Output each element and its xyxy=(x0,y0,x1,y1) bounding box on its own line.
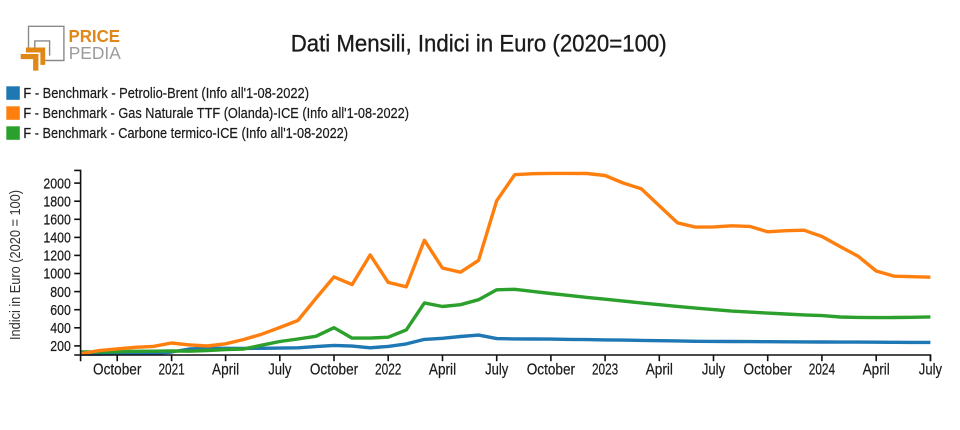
svg-text:200: 200 xyxy=(50,338,71,355)
svg-text:July: July xyxy=(268,362,291,379)
svg-text:October: October xyxy=(527,362,576,379)
svg-text:800: 800 xyxy=(50,284,71,301)
svg-text:2024: 2024 xyxy=(809,362,835,379)
svg-text:400: 400 xyxy=(50,320,71,337)
svg-text:F - Benchmark - Petrolio-Brent: F - Benchmark - Petrolio-Brent (Info all… xyxy=(23,86,309,102)
svg-text:July: July xyxy=(702,362,725,379)
svg-text:July: July xyxy=(485,362,508,379)
svg-text:PRICE: PRICE xyxy=(69,26,121,46)
svg-text:F - Benchmark - Gas Naturale T: F - Benchmark - Gas Naturale TTF (Olanda… xyxy=(23,106,409,122)
svg-text:April: April xyxy=(212,362,239,379)
svg-text:PEDIA: PEDIA xyxy=(69,43,121,63)
svg-text:July: July xyxy=(919,362,942,379)
svg-text:April: April xyxy=(646,362,673,379)
svg-text:October: October xyxy=(93,362,142,379)
svg-text:1400: 1400 xyxy=(43,230,71,247)
svg-text:1600: 1600 xyxy=(43,212,71,229)
svg-text:April: April xyxy=(429,362,456,379)
svg-text:2022: 2022 xyxy=(375,362,401,379)
svg-text:Indici in Euro (2020 = 100): Indici in Euro (2020 = 100) xyxy=(7,190,24,340)
svg-text:1000: 1000 xyxy=(43,266,71,283)
svg-text:2000: 2000 xyxy=(43,175,71,192)
svg-text:2023: 2023 xyxy=(592,362,618,379)
svg-text:October: October xyxy=(310,362,359,379)
svg-text:Dati Mensili, Indici in Euro (: Dati Mensili, Indici in Euro (2020=100) xyxy=(291,32,667,58)
svg-text:600: 600 xyxy=(50,302,71,319)
svg-text:1200: 1200 xyxy=(43,248,71,265)
svg-text:October: October xyxy=(744,362,793,379)
svg-text:1800: 1800 xyxy=(43,193,71,210)
svg-text:F - Benchmark - Carbone termic: F - Benchmark - Carbone termico-ICE (Inf… xyxy=(23,126,348,142)
svg-text:2021: 2021 xyxy=(158,362,184,379)
svg-text:April: April xyxy=(863,362,890,379)
